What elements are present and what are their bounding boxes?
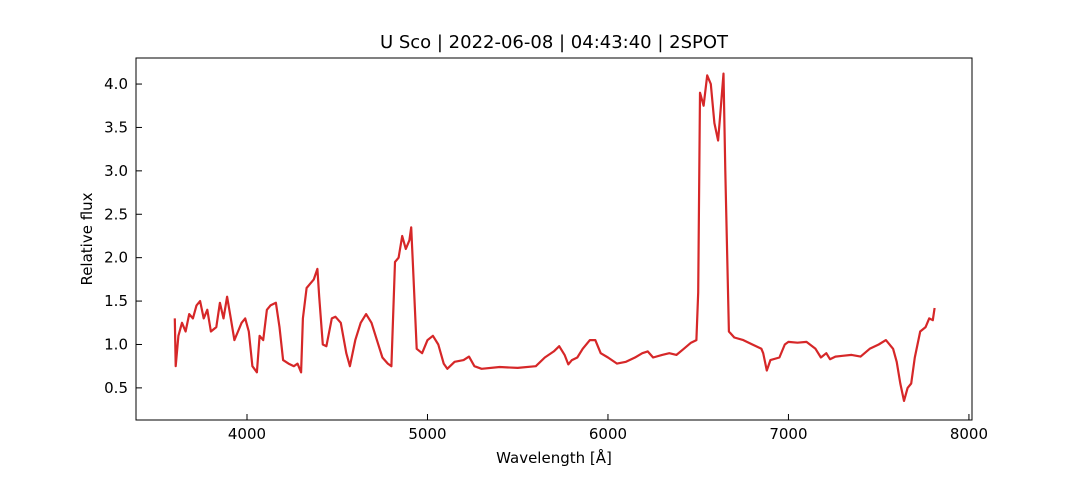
x-tick-label: 6000	[589, 425, 627, 443]
y-tick-label: 3.5	[104, 118, 128, 136]
x-tick-label: 7000	[769, 425, 807, 443]
chart-title: U Sco | 2022-06-08 | 04:43:40 | 2SPOT	[380, 32, 729, 53]
spectrum-line	[173, 72, 936, 402]
x-axis-label: Wavelength [Å]	[496, 448, 612, 467]
x-tick-label: 5000	[408, 425, 446, 443]
y-tick-label: 0.5	[104, 379, 128, 397]
y-tick-label: 2.0	[104, 249, 128, 267]
x-tick-label: 4000	[228, 425, 266, 443]
y-tick-label: 4.0	[104, 75, 128, 93]
y-tick-label: 1.5	[104, 292, 128, 310]
y-tick-label: 3.0	[104, 162, 128, 180]
y-tick-label: 2.5	[104, 205, 128, 223]
plot-frame	[135, 57, 973, 421]
x-tick-label: 8000	[950, 425, 988, 443]
y-tick-label: 1.0	[104, 335, 128, 353]
y-axis-label: Relative flux	[78, 192, 96, 285]
